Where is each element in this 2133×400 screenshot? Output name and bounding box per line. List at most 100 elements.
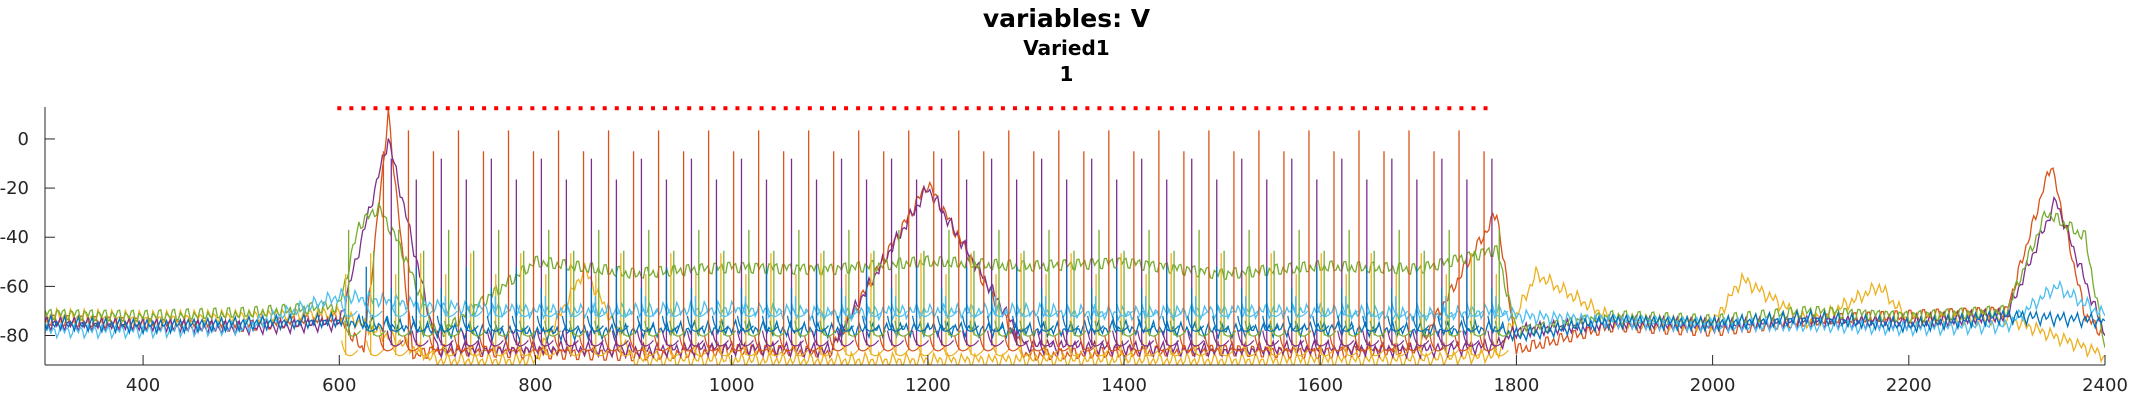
trough-mark (1387, 315, 1405, 332)
trough-mark (694, 320, 712, 337)
trough-mark (1065, 301, 1084, 318)
stimulus-dot (711, 106, 716, 111)
trough-mark (515, 301, 533, 318)
trough-mark (1241, 301, 1259, 318)
stimulus-dot (554, 106, 559, 111)
stimulus-dot (542, 106, 547, 111)
trough-mark (686, 315, 704, 332)
stimulus-dot (494, 106, 499, 111)
stimulus-dot (566, 106, 571, 111)
x-tick-label: 2000 (1690, 375, 1736, 396)
stimulus-dot (385, 106, 390, 111)
stimulus-dot (1266, 106, 1271, 111)
trough-mark (991, 340, 1009, 357)
axes (44, 107, 2105, 366)
series-line-4 (45, 201, 2105, 348)
trough-mark (1316, 301, 1334, 318)
trough-mark (1141, 301, 1159, 318)
trough-mark (369, 320, 387, 337)
trough-mark (465, 301, 483, 318)
trough-mark (786, 315, 804, 332)
trough-mark (390, 301, 408, 318)
trough-mark (586, 330, 604, 347)
stimulus-dot (795, 106, 800, 111)
trough-mark (344, 320, 362, 337)
trough-mark (1291, 301, 1309, 318)
trough-mark (611, 330, 629, 347)
stimulus-dot (1254, 106, 1259, 111)
x-tick-label: 2200 (1886, 375, 1932, 396)
trough-mark (619, 320, 637, 337)
trough-mark (569, 320, 587, 337)
trough-mark (1237, 330, 1255, 347)
x-tick-label: 1000 (709, 375, 755, 396)
trough-mark (1187, 315, 1205, 332)
trough-mark (944, 320, 962, 337)
trough-mark (661, 315, 679, 332)
burst-group-1 (378, 130, 1497, 352)
stimulus-dot (988, 106, 993, 111)
trough-mark (486, 315, 504, 332)
stimulus-dot (687, 106, 692, 111)
trough-mark (469, 320, 487, 337)
trough-mark (811, 330, 829, 347)
trough-mark (1194, 320, 1212, 337)
trough-mark (461, 315, 479, 332)
stimulus-dot (976, 106, 981, 111)
stimulus-dot (723, 106, 728, 111)
stimulus-dot (650, 106, 655, 111)
chart-title: variables: V (982, 4, 1151, 33)
trough-mark (962, 330, 980, 347)
stimulus-dot (1061, 106, 1066, 111)
stimulus-dot (807, 106, 812, 111)
stimulus-dot (1314, 106, 1319, 111)
stimulus-dot (530, 106, 535, 111)
trough-mark (1469, 320, 1487, 337)
trough-mark (1466, 301, 1484, 318)
trough-mark (1337, 315, 1355, 332)
trough-mark (519, 320, 537, 337)
trough-mark (1487, 315, 1505, 332)
trough-mark (636, 330, 654, 347)
x-ticks: 400 600 800 1000 1200 1400 1600 1800 2000 2200 240… (126, 355, 2128, 396)
trough-mark (890, 301, 908, 318)
stimulus-dot (578, 106, 583, 111)
y-tick-label: 0 (18, 129, 29, 150)
stimulus-dot (1374, 106, 1379, 111)
trough-mark (911, 315, 930, 332)
y-tick-label: -80 (0, 326, 29, 347)
trough-mark (415, 301, 433, 318)
trough-mark (936, 315, 955, 332)
trough-mark (419, 320, 437, 337)
trough-mark (640, 301, 658, 318)
stimulus-dot (1025, 106, 1030, 111)
trough-mark (494, 320, 512, 337)
series-group (45, 108, 2105, 365)
trough-mark (969, 320, 987, 337)
trough-mark (1191, 301, 1209, 318)
chart-subtitle: Varied1 (1023, 36, 1110, 60)
trough-mark (1094, 320, 1112, 337)
trough-mark (661, 330, 679, 347)
plot-area (45, 106, 2105, 365)
stimulus-dot (1169, 106, 1174, 111)
trough-mark (1069, 320, 1087, 337)
trough-mark (866, 340, 884, 357)
trough-mark (894, 320, 912, 337)
stimulus-dot (457, 106, 462, 111)
trough-mark (1037, 330, 1055, 347)
trough-mark (1037, 315, 1055, 332)
stimulus-dot (1012, 106, 1017, 111)
trough-mark (1416, 301, 1434, 318)
trough-mark (1287, 315, 1305, 332)
trough-mark (1262, 330, 1280, 347)
stimulus-dot (1000, 106, 1005, 111)
trough-mark (1341, 301, 1359, 318)
trough-mark (561, 330, 579, 347)
trough-mark (1119, 320, 1137, 337)
trough-mark (1391, 301, 1409, 318)
stimulus-dot (1121, 106, 1126, 111)
x-tick-label: 400 (126, 375, 160, 396)
